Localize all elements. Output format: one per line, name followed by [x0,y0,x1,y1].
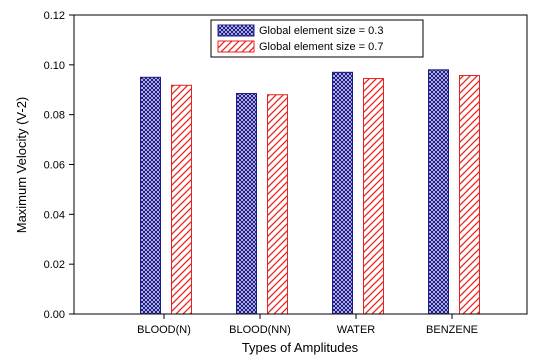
bar-series-2 [267,94,288,315]
legend-swatch-series-1 [217,24,255,37]
bar-series-1 [428,69,449,315]
bar-series-2 [171,84,192,315]
legend-label-series-2: Global element size = 0.7 [259,41,383,53]
legend-label-series-1: Global element size = 0.3 [259,25,383,37]
x-tick-label: BLOOD(NN) [229,324,291,336]
y-tick-label: 0.04 [44,209,65,221]
x-tick-label: BENZENE [426,324,478,336]
y-axis-title: Maximum Velocity (V-2) [14,97,29,234]
bar-series-2 [363,78,384,315]
y-tick-label: 0.08 [44,110,65,122]
legend: Global element size = 0.3 Global element… [210,19,424,58]
y-tick-label: 0.02 [44,259,65,271]
legend-swatch-series-2 [217,40,255,53]
bars-layer [140,69,480,315]
bar-series-1 [236,92,257,315]
y-axis: 0.00 0.02 0.04 0.06 0.08 0.10 0.12 [44,10,74,321]
bar-series-1 [332,71,353,315]
y-tick-label: 0.00 [44,309,65,321]
x-axis: BLOOD(N) BLOOD(NN) WATER BENZENE [137,314,478,336]
x-tick-label: BLOOD(N) [137,324,191,336]
y-tick-label: 0.10 [44,60,65,72]
y-tick-label: 0.12 [44,10,65,22]
x-axis-title: Types of Amplitudes [242,340,359,355]
y-tick-label: 0.06 [44,160,65,172]
bar-series-2 [459,75,480,315]
x-tick-label: WATER [337,324,376,336]
bar-series-1 [140,76,161,315]
